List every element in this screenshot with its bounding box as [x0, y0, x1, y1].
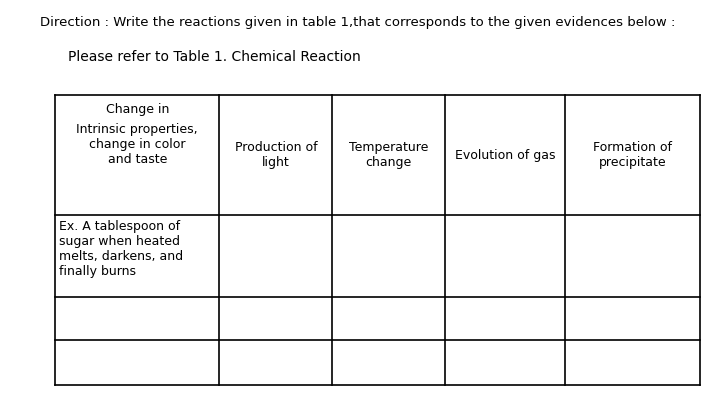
- Text: Evolution of gas: Evolution of gas: [454, 148, 555, 162]
- Text: Intrinsic properties,
change in color
and taste: Intrinsic properties, change in color an…: [76, 123, 198, 166]
- Text: Temperature
change: Temperature change: [349, 141, 428, 169]
- Text: Ex. A tablespoon of
sugar when heated
melts, darkens, and
finally burns: Ex. A tablespoon of sugar when heated me…: [59, 220, 183, 278]
- Text: Change in: Change in: [106, 103, 169, 116]
- Text: Formation of
precipitate: Formation of precipitate: [593, 141, 672, 169]
- Text: Please refer to Table 1. Chemical Reaction: Please refer to Table 1. Chemical Reacti…: [68, 50, 361, 64]
- Text: Direction : Write the reactions given in table 1,that corresponds to the given e: Direction : Write the reactions given in…: [40, 16, 675, 29]
- Text: Production of
light: Production of light: [235, 141, 318, 169]
